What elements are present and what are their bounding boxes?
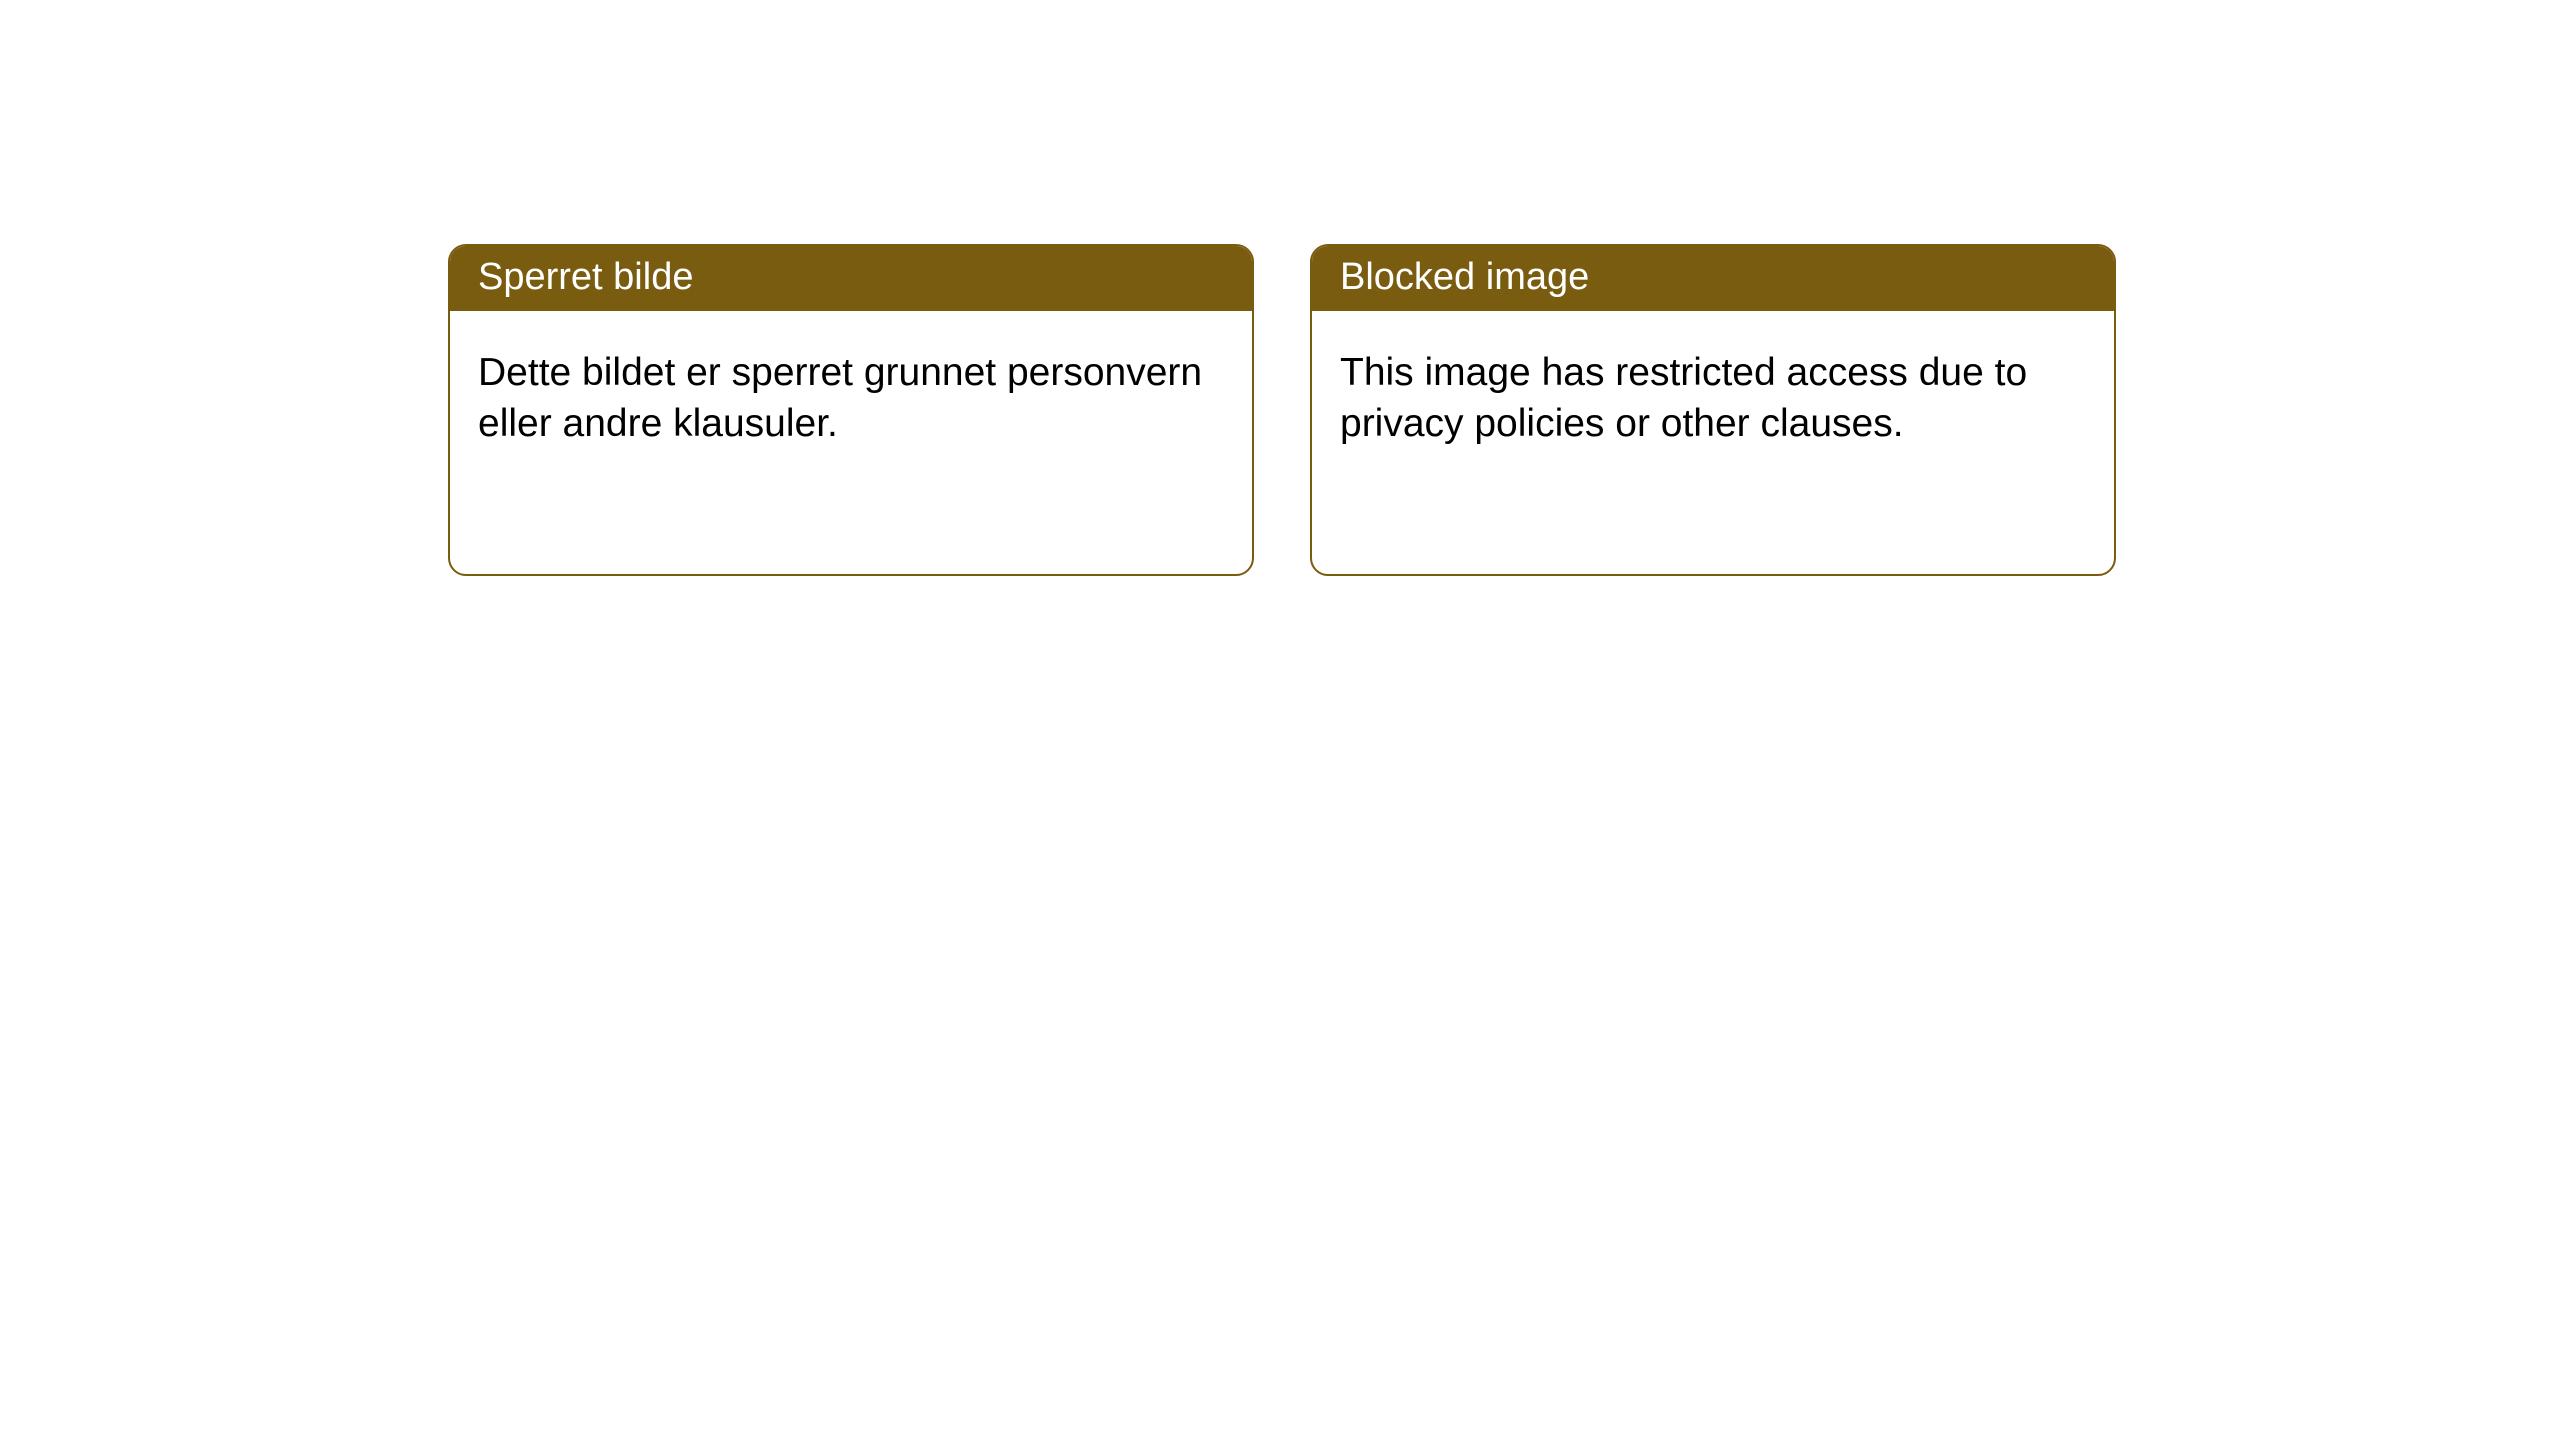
notice-body: Dette bildet er sperret grunnet personve… (450, 311, 1252, 486)
notice-container: Sperret bilde Dette bildet er sperret gr… (0, 0, 2560, 576)
notice-box-norwegian: Sperret bilde Dette bildet er sperret gr… (448, 244, 1254, 576)
notice-body: This image has restricted access due to … (1312, 311, 2114, 486)
notice-title: Blocked image (1312, 246, 2114, 311)
notice-title: Sperret bilde (450, 246, 1252, 311)
notice-box-english: Blocked image This image has restricted … (1310, 244, 2116, 576)
